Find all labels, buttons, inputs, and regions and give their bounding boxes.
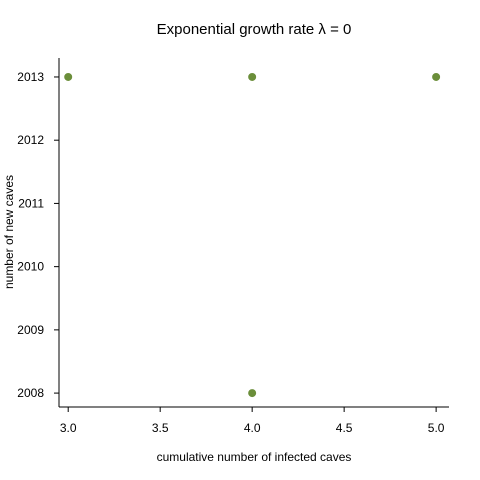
plot-area: 3.0 3.5 4.0 4.5 5.0 2008 2009 2010 2011 2012 2013 xyxy=(17,58,449,435)
y-tick-label: 2011 xyxy=(18,196,44,210)
y-axis-label: number of new caves xyxy=(2,175,16,289)
x-tick-label: 4.5 xyxy=(336,421,353,435)
data-point xyxy=(248,72,257,81)
y-tick-label: 2010 xyxy=(17,260,44,274)
x-tick-label: 3.0 xyxy=(60,421,77,435)
data-point xyxy=(432,72,441,81)
chart-title: Exponential growth rate λ = 0 xyxy=(157,21,352,38)
x-tick-label: 5.0 xyxy=(428,421,445,435)
y-tick-label: 2013 xyxy=(17,70,44,84)
x-tick-label: 3.5 xyxy=(152,421,169,435)
data-point xyxy=(248,389,257,398)
y-tick-label: 2008 xyxy=(17,386,44,400)
y-tick-label: 2009 xyxy=(17,323,44,337)
x-axis-label: cumulative number of infected caves xyxy=(157,450,352,464)
x-tick-label: 4.0 xyxy=(244,421,261,435)
y-tick-label: 2012 xyxy=(17,133,44,147)
data-point xyxy=(64,72,73,81)
